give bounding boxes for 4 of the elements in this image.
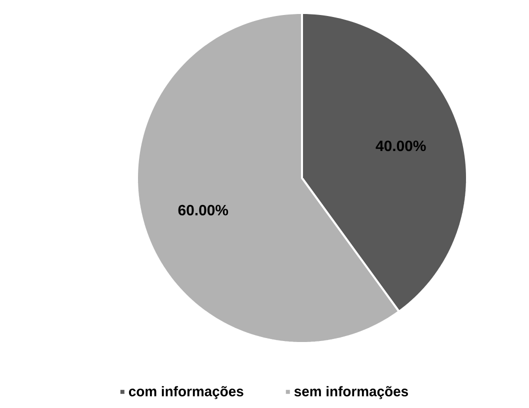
legend-label: sem informações — [294, 386, 408, 400]
data-label: 40.00% — [376, 140, 426, 152]
data-label: 60.00% — [178, 204, 228, 216]
legend-label: com informações — [128, 386, 244, 400]
